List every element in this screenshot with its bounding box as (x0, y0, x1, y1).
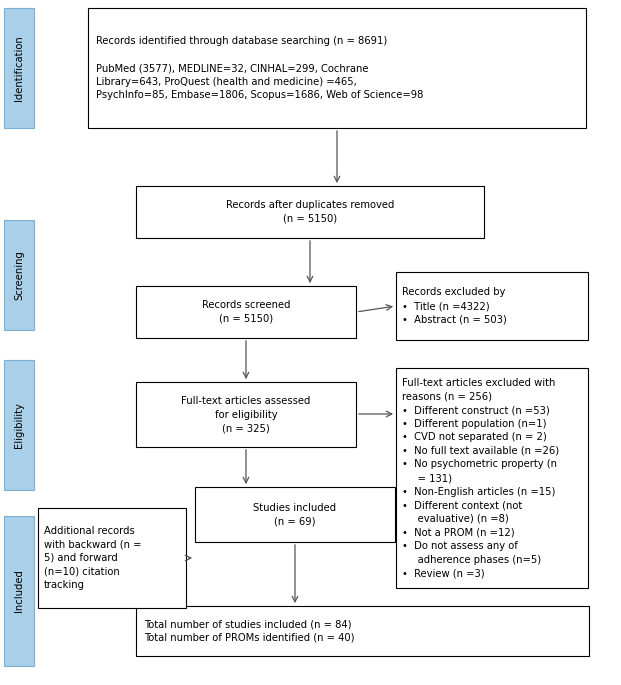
Bar (136, 606, 589, 656)
Text: Additional records
with backward (n =
5) and forward
(n=10) citation
tracking: Additional records with backward (n = 5)… (44, 526, 142, 590)
Text: Records excluded by
•  Title (n =4322)
•  Abstract (n = 503): Records excluded by • Title (n =4322) • … (402, 288, 507, 325)
Text: Records after duplicates removed
(n = 5150): Records after duplicates removed (n = 51… (226, 200, 394, 224)
Text: Identification: Identification (14, 35, 24, 101)
Bar (136, 186, 484, 238)
Text: Full-text articles excluded with
reasons (n = 256)
•  Different construct (n =53: Full-text articles excluded with reasons… (402, 378, 559, 578)
Text: Included: Included (14, 569, 24, 612)
Bar (4, 516, 34, 666)
Text: Screening: Screening (14, 250, 24, 300)
Bar (88, 8, 586, 128)
Bar (396, 272, 588, 340)
Bar (195, 487, 395, 542)
Bar (4, 360, 34, 490)
Text: Records screened
(n = 5150): Records screened (n = 5150) (202, 300, 290, 324)
Bar (4, 220, 34, 330)
Bar (396, 368, 588, 588)
Text: Studies included
(n = 69): Studies included (n = 69) (253, 503, 337, 526)
Text: Records identified through database searching (n = 8691)

PubMed (3577), MEDLINE: Records identified through database sear… (96, 36, 424, 100)
Bar (136, 382, 356, 447)
Bar (136, 286, 356, 338)
Bar (38, 508, 186, 608)
Text: Total number of studies included (n = 84)
Total number of PROMs identified (n = : Total number of studies included (n = 84… (144, 619, 355, 643)
Text: Eligibility: Eligibility (14, 402, 24, 448)
Text: Full-text articles assessed
for eligibility
(n = 325): Full-text articles assessed for eligibil… (181, 396, 310, 433)
Bar (4, 8, 34, 128)
